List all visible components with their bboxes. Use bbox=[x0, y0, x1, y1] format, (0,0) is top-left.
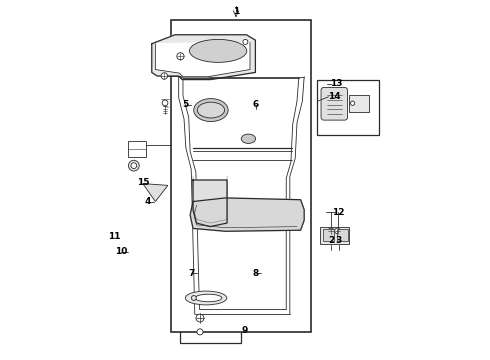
Bar bbox=[172, 21, 311, 332]
Ellipse shape bbox=[241, 134, 256, 143]
Text: 10: 10 bbox=[115, 247, 127, 256]
Polygon shape bbox=[155, 42, 250, 77]
Polygon shape bbox=[152, 35, 255, 80]
Text: 5: 5 bbox=[183, 100, 189, 109]
Polygon shape bbox=[143, 184, 168, 202]
Circle shape bbox=[196, 314, 204, 322]
Ellipse shape bbox=[190, 40, 247, 62]
Text: 9: 9 bbox=[242, 326, 248, 335]
FancyBboxPatch shape bbox=[321, 87, 347, 120]
Circle shape bbox=[131, 163, 137, 168]
Text: 11: 11 bbox=[108, 232, 121, 241]
Bar bbox=[323, 229, 334, 241]
Circle shape bbox=[335, 228, 341, 234]
Ellipse shape bbox=[197, 102, 224, 118]
Ellipse shape bbox=[195, 294, 222, 302]
Circle shape bbox=[197, 329, 203, 335]
Text: 4: 4 bbox=[145, 197, 151, 206]
Polygon shape bbox=[190, 198, 304, 231]
Text: 12: 12 bbox=[332, 208, 344, 217]
Circle shape bbox=[243, 40, 248, 44]
Polygon shape bbox=[193, 180, 227, 226]
Bar bbox=[128, 140, 147, 157]
Text: 7: 7 bbox=[188, 269, 195, 278]
Circle shape bbox=[192, 296, 196, 301]
Text: 14: 14 bbox=[328, 92, 340, 101]
Bar bbox=[337, 229, 347, 241]
Circle shape bbox=[328, 228, 334, 234]
Circle shape bbox=[128, 160, 139, 171]
Ellipse shape bbox=[194, 99, 228, 122]
Circle shape bbox=[177, 53, 184, 60]
Bar bbox=[349, 95, 368, 112]
Bar bbox=[317, 80, 379, 135]
Text: 6: 6 bbox=[253, 100, 259, 109]
Bar bbox=[180, 280, 242, 343]
Circle shape bbox=[350, 101, 355, 105]
Text: 3: 3 bbox=[336, 237, 342, 246]
Bar bbox=[320, 226, 349, 244]
Text: 13: 13 bbox=[330, 80, 343, 89]
Circle shape bbox=[161, 73, 168, 79]
Text: 8: 8 bbox=[253, 269, 259, 278]
Text: 2: 2 bbox=[328, 237, 334, 246]
Text: 1: 1 bbox=[233, 7, 239, 16]
Ellipse shape bbox=[185, 291, 227, 305]
Circle shape bbox=[162, 100, 168, 106]
Text: 15: 15 bbox=[137, 178, 149, 187]
